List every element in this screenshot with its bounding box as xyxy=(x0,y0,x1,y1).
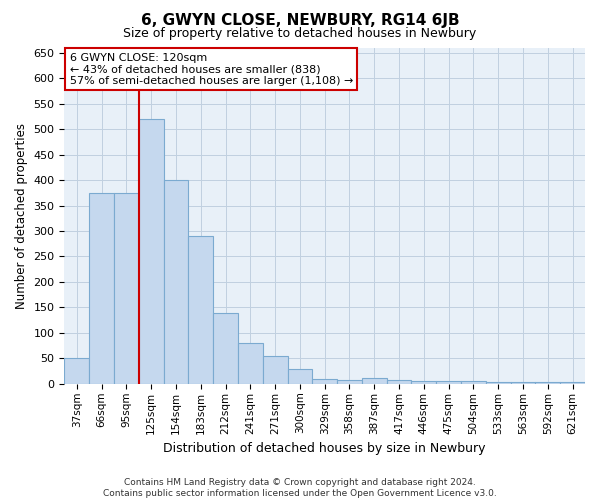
Bar xyxy=(560,382,585,384)
Bar xyxy=(213,312,238,384)
Bar xyxy=(188,236,213,384)
Bar xyxy=(461,382,486,384)
Text: Size of property relative to detached houses in Newbury: Size of property relative to detached ho… xyxy=(124,28,476,40)
Bar xyxy=(386,380,412,384)
Bar xyxy=(164,180,188,384)
Bar xyxy=(263,356,287,384)
Text: 6, GWYN CLOSE, NEWBURY, RG14 6JB: 6, GWYN CLOSE, NEWBURY, RG14 6JB xyxy=(140,12,460,28)
Bar xyxy=(313,379,337,384)
Bar xyxy=(64,358,89,384)
Bar xyxy=(337,380,362,384)
Bar xyxy=(436,382,461,384)
Y-axis label: Number of detached properties: Number of detached properties xyxy=(15,122,28,308)
Bar xyxy=(114,193,139,384)
Text: 6 GWYN CLOSE: 120sqm
← 43% of detached houses are smaller (838)
57% of semi-deta: 6 GWYN CLOSE: 120sqm ← 43% of detached h… xyxy=(70,52,353,86)
Bar xyxy=(412,382,436,384)
X-axis label: Distribution of detached houses by size in Newbury: Distribution of detached houses by size … xyxy=(163,442,486,455)
Bar xyxy=(89,193,114,384)
Bar xyxy=(362,378,386,384)
Bar xyxy=(486,382,511,384)
Bar xyxy=(139,119,164,384)
Bar xyxy=(238,343,263,384)
Bar xyxy=(535,382,560,384)
Bar xyxy=(511,382,535,384)
Text: Contains HM Land Registry data © Crown copyright and database right 2024.
Contai: Contains HM Land Registry data © Crown c… xyxy=(103,478,497,498)
Bar xyxy=(287,368,313,384)
